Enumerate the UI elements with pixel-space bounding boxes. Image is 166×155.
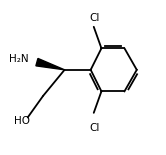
- Text: Cl: Cl: [89, 13, 100, 23]
- Text: H₂N: H₂N: [9, 54, 29, 64]
- Text: Cl: Cl: [89, 123, 100, 133]
- Polygon shape: [36, 58, 65, 70]
- Text: HO: HO: [14, 115, 30, 126]
